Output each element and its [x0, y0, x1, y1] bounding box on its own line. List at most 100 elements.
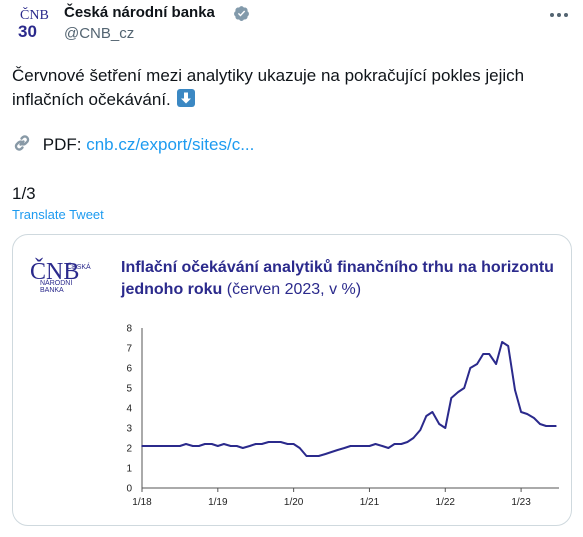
x-tick-label: 1/22	[436, 497, 456, 508]
data-point	[330, 451, 333, 453]
data-point	[545, 425, 547, 427]
data-point	[400, 443, 403, 445]
data-point	[425, 415, 428, 417]
data-point	[336, 449, 339, 451]
data-point	[406, 441, 409, 443]
data-point	[381, 445, 384, 447]
data-point	[305, 455, 308, 457]
data-point	[223, 443, 225, 445]
thread-counter: 1/3	[12, 184, 36, 203]
pdf-label: PDF:	[42, 135, 82, 154]
y-tick-label: 1	[126, 464, 132, 475]
verified-badge-icon	[234, 6, 249, 21]
y-tick-label: 4	[126, 404, 132, 415]
data-point	[488, 353, 491, 355]
y-tick-label: 6	[126, 364, 132, 375]
data-point	[526, 413, 528, 415]
data-point	[254, 443, 257, 445]
pdf-line: PDF: cnb.cz/export/sites/c...	[12, 133, 254, 157]
link-icon	[14, 135, 30, 151]
data-point	[141, 445, 143, 447]
data-point	[482, 353, 485, 355]
data-point	[324, 453, 327, 455]
data-point	[444, 427, 447, 429]
data-point	[198, 445, 200, 447]
data-point	[393, 443, 396, 445]
x-tick-label: 1/19	[208, 497, 228, 508]
data-point	[248, 445, 251, 447]
data-point	[555, 425, 557, 427]
logo-sub2-text: NÁRODNÍ	[40, 278, 72, 287]
author-name[interactable]: Česká národní banka	[64, 4, 215, 21]
data-point	[298, 447, 301, 449]
data-point	[185, 443, 187, 445]
logo-main-text: ČNB	[30, 258, 79, 285]
data-point	[495, 363, 497, 365]
pdf-link[interactable]: cnb.cz/export/sites/c...	[86, 135, 255, 154]
y-tick-label: 5	[126, 384, 132, 395]
data-point	[173, 445, 175, 447]
y-tick-label: 2	[126, 444, 132, 455]
down-arrow-emoji-icon	[176, 89, 195, 107]
data-point	[419, 429, 422, 431]
y-tick-label: 8	[126, 324, 132, 335]
data-point	[514, 389, 516, 391]
data-point	[552, 425, 554, 427]
x-tick-label: 1/18	[132, 497, 152, 508]
data-point	[520, 411, 522, 413]
data-point	[236, 445, 238, 447]
data-point	[317, 455, 320, 457]
data-point	[457, 391, 460, 393]
data-point	[179, 445, 181, 447]
x-tick-label: 1/23	[511, 497, 531, 508]
data-point	[438, 423, 441, 425]
data-point	[362, 445, 365, 447]
data-point	[273, 441, 276, 443]
data-point	[476, 363, 478, 365]
data-point	[160, 445, 162, 447]
data-point	[431, 411, 434, 413]
inflation-expectations-chart: 0 1 2 3 4 5 6 7 8 1/18 1/19 1/20 1/21 1/22 1/23	[126, 324, 559, 508]
data-point	[204, 443, 206, 445]
series-line	[142, 341, 556, 457]
avatar-number: 30	[18, 22, 37, 41]
y-tick-label: 7	[126, 344, 132, 355]
data-point	[412, 437, 415, 439]
tweet-text-content: Červnové šetření mezi analytiky ukazuje …	[12, 66, 525, 109]
data-point	[463, 387, 466, 389]
chart-title: Inflační očekávání analytiků finančního …	[121, 259, 554, 298]
author-handle[interactable]: @CNB_cz	[64, 25, 135, 42]
data-point	[501, 341, 503, 343]
data-point	[286, 443, 289, 445]
logo-sub3-text: BANKA	[40, 287, 64, 294]
data-point	[349, 445, 352, 447]
y-tick-label: 3	[126, 424, 132, 435]
data-point	[267, 441, 270, 443]
data-point	[343, 447, 346, 449]
data-point	[450, 397, 453, 399]
x-tick-label: 1/21	[360, 497, 380, 508]
data-point	[533, 417, 535, 419]
chart-image-card[interactable]: ČNB ČESKÁ NÁRODNÍ BANKA Inflační očekává…	[12, 234, 572, 526]
x-tick-label: 1/20	[284, 497, 304, 508]
data-point	[279, 441, 282, 443]
logo-sub1-text: ČESKÁ	[67, 262, 91, 271]
translate-tweet-link[interactable]: Translate Tweet	[12, 207, 104, 222]
cnb-logo: ČNB ČESKÁ NÁRODNÍ BANKA	[30, 258, 91, 294]
data-point	[368, 445, 371, 447]
data-point	[261, 443, 263, 445]
data-point	[374, 443, 377, 445]
data-point	[387, 447, 390, 449]
chart-title-block: Inflační očekávání analytiků finančního …	[121, 257, 561, 301]
data-point	[539, 423, 541, 425]
tweet-text: Červnové šetření mezi analytiky ukazuje …	[12, 64, 572, 112]
data-point	[311, 455, 314, 457]
more-options-icon[interactable]	[546, 5, 572, 25]
avatar[interactable]: ČNB 30	[12, 2, 52, 42]
tweet-header: ČNB 30 Česká národní banka @CNB_cz	[12, 2, 572, 46]
data-point	[355, 445, 358, 447]
data-point	[192, 445, 194, 447]
data-point	[211, 443, 213, 445]
avatar-text: ČNB	[20, 6, 49, 23]
data-point	[217, 445, 219, 447]
